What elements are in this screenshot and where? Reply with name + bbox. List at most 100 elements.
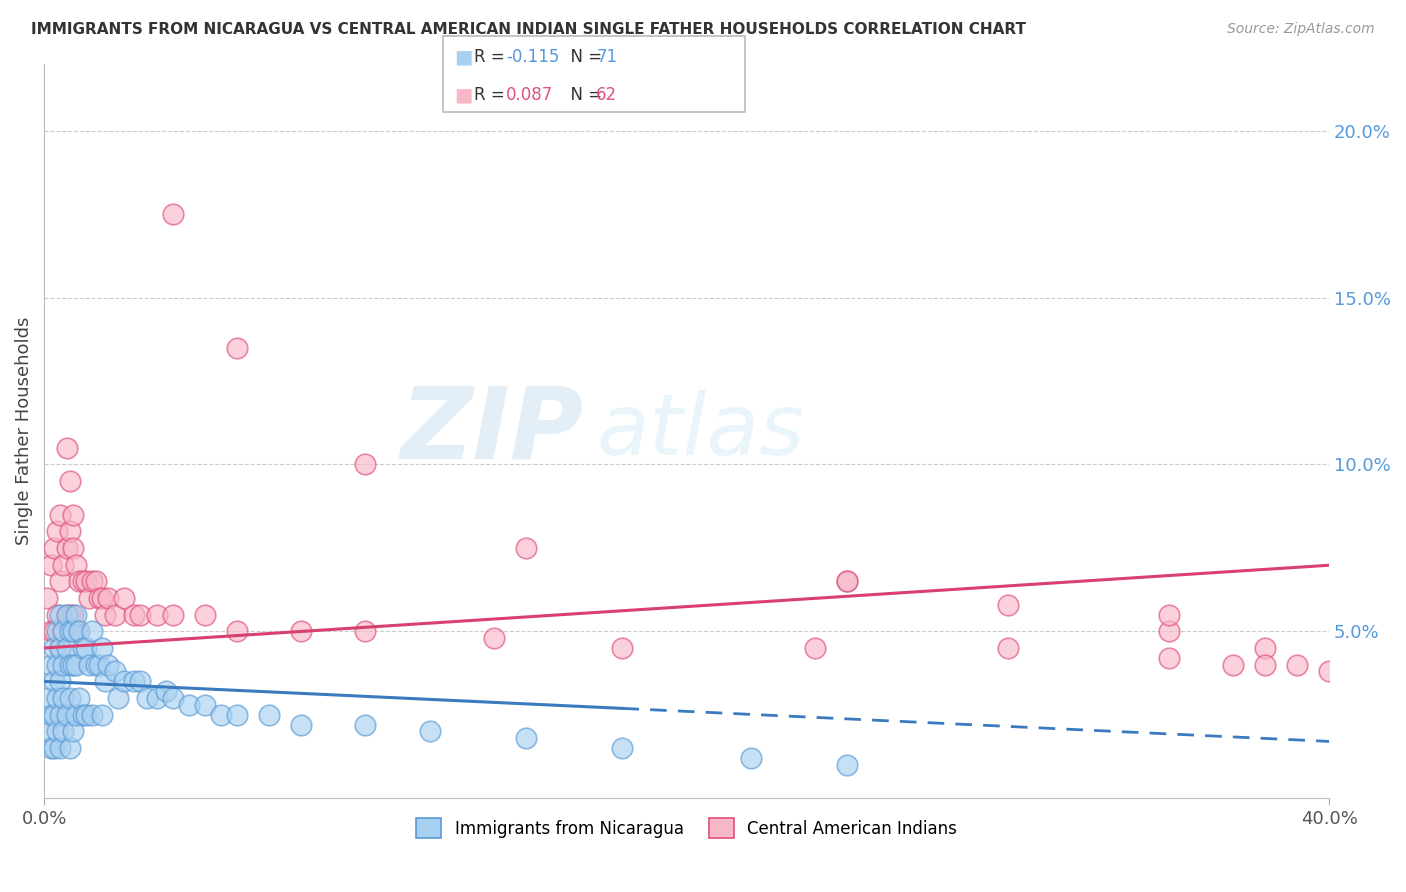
Point xyxy=(49,640,72,655)
Point xyxy=(52,624,75,639)
Point xyxy=(209,707,232,722)
Point xyxy=(65,707,87,722)
Point xyxy=(1157,624,1180,639)
Point xyxy=(91,707,114,722)
Point xyxy=(515,541,537,555)
Point xyxy=(129,674,152,689)
Point xyxy=(55,640,77,655)
Point xyxy=(122,607,145,622)
Point xyxy=(39,624,62,639)
Point xyxy=(740,751,762,765)
Point xyxy=(354,458,377,472)
Point xyxy=(49,574,72,589)
Point xyxy=(42,674,65,689)
Point xyxy=(837,757,859,772)
Point xyxy=(62,541,84,555)
Point xyxy=(804,640,827,655)
Point xyxy=(194,698,217,712)
Point xyxy=(46,524,69,539)
Point xyxy=(46,724,69,739)
Point xyxy=(75,574,97,589)
Point xyxy=(290,717,312,731)
Text: N =: N = xyxy=(560,86,607,103)
Point xyxy=(46,657,69,672)
Point xyxy=(65,558,87,572)
Point xyxy=(75,640,97,655)
Point xyxy=(612,640,634,655)
Point xyxy=(52,691,75,706)
Y-axis label: Single Father Households: Single Father Households xyxy=(15,317,32,545)
Point xyxy=(55,441,77,455)
Point xyxy=(49,741,72,756)
Text: R =: R = xyxy=(474,48,510,66)
Point xyxy=(225,341,247,355)
Text: ZIP: ZIP xyxy=(401,383,583,480)
Point xyxy=(62,508,84,522)
Point xyxy=(52,657,75,672)
Point xyxy=(1254,657,1277,672)
Text: 0.087: 0.087 xyxy=(506,86,554,103)
Text: N =: N = xyxy=(560,48,607,66)
Point xyxy=(46,624,69,639)
Text: atlas: atlas xyxy=(596,390,804,473)
Point xyxy=(52,724,75,739)
Point xyxy=(225,624,247,639)
Point xyxy=(65,624,87,639)
Point xyxy=(177,698,200,712)
Point xyxy=(91,591,114,605)
Point xyxy=(257,707,280,722)
Point xyxy=(112,674,135,689)
Point xyxy=(59,624,82,639)
Point xyxy=(145,607,167,622)
Point xyxy=(55,607,77,622)
Point xyxy=(145,691,167,706)
Point xyxy=(482,631,505,645)
Point xyxy=(162,207,184,221)
Point xyxy=(39,558,62,572)
Point xyxy=(82,574,104,589)
Text: ■: ■ xyxy=(454,47,472,66)
Point xyxy=(59,741,82,756)
Point xyxy=(419,724,441,739)
Point xyxy=(55,707,77,722)
Point xyxy=(1222,657,1244,672)
Point xyxy=(55,607,77,622)
Point xyxy=(107,691,129,706)
Text: IMMIGRANTS FROM NICARAGUA VS CENTRAL AMERICAN INDIAN SINGLE FATHER HOUSEHOLDS CO: IMMIGRANTS FROM NICARAGUA VS CENTRAL AME… xyxy=(31,22,1026,37)
Point xyxy=(49,640,72,655)
Point xyxy=(62,724,84,739)
Point xyxy=(155,684,177,698)
Point xyxy=(42,624,65,639)
Point xyxy=(1285,657,1308,672)
Legend: Immigrants from Nicaragua, Central American Indians: Immigrants from Nicaragua, Central Ameri… xyxy=(409,811,963,845)
Point xyxy=(37,724,59,739)
Point xyxy=(87,591,110,605)
Point xyxy=(1157,607,1180,622)
Point xyxy=(37,691,59,706)
Point xyxy=(135,691,157,706)
Point xyxy=(515,731,537,745)
Point xyxy=(72,640,94,655)
Point xyxy=(354,624,377,639)
Point xyxy=(162,607,184,622)
Point xyxy=(1157,651,1180,665)
Point xyxy=(59,657,82,672)
Point xyxy=(72,574,94,589)
Point xyxy=(39,657,62,672)
Point xyxy=(49,707,72,722)
Point xyxy=(62,624,84,639)
Point xyxy=(62,657,84,672)
Point xyxy=(65,607,87,622)
Point xyxy=(39,741,62,756)
Point xyxy=(82,624,104,639)
Point xyxy=(112,591,135,605)
Point xyxy=(69,691,91,706)
Point xyxy=(194,607,217,622)
Point xyxy=(69,624,91,639)
Point xyxy=(91,640,114,655)
Point xyxy=(1254,640,1277,655)
Point xyxy=(46,691,69,706)
Point xyxy=(225,707,247,722)
Text: ■: ■ xyxy=(454,86,472,104)
Point xyxy=(72,707,94,722)
